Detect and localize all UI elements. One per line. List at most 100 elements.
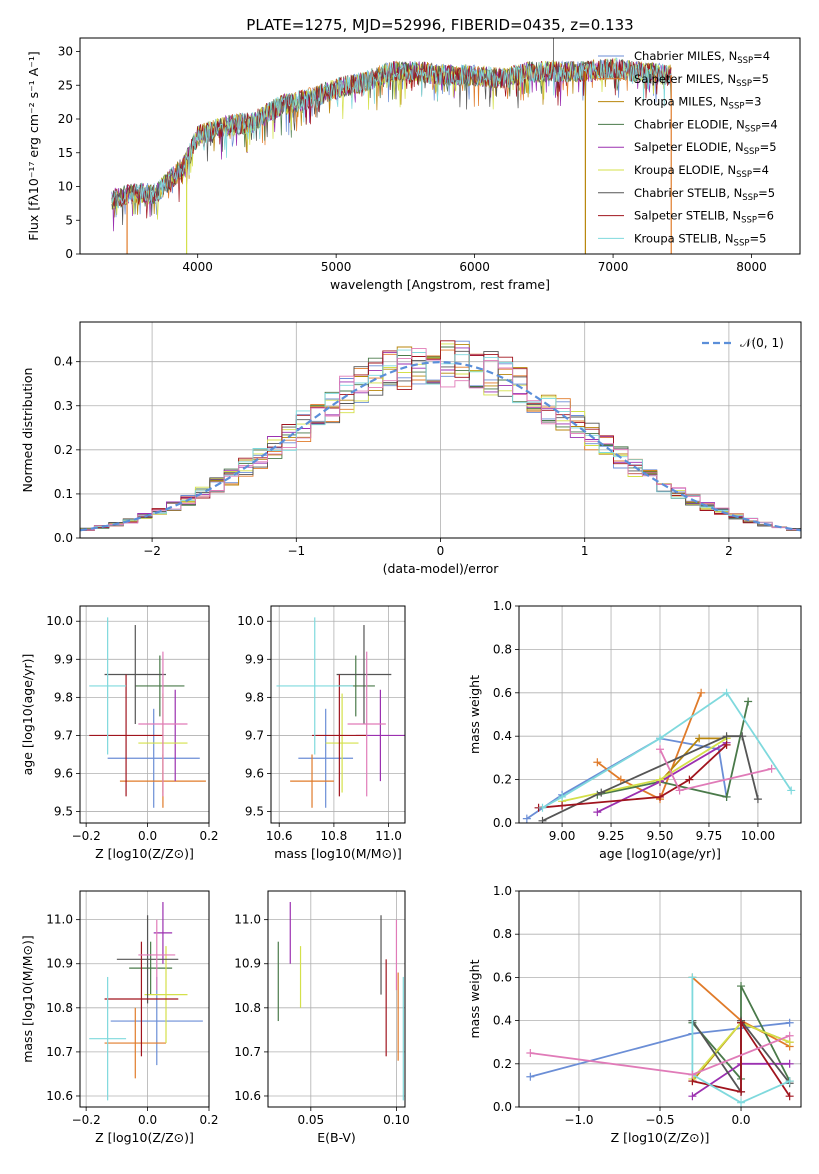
weight-line (691, 977, 791, 1104)
panel-mass-vs-Z: −0.2 0.0 0.2 10.6 10.7 10.8 10.9 11.0 Z [log10(Z… (20, 890, 219, 1145)
x-tick-label: 0.05 (297, 1113, 324, 1127)
legend-entry: Kroupa MILES, NSSP=3 (634, 95, 761, 112)
plot-area (89, 617, 206, 808)
weight-marker (787, 786, 796, 795)
panel-age-vs-mass: 10.6 10.8 11.0 9.5 9.6 9.7 9.8 9.9 10.0 mass [log… (237, 605, 406, 861)
weight-marker (737, 1087, 746, 1096)
weight-marker (744, 697, 753, 706)
y-tick-label: 10.9 (234, 957, 261, 971)
y-tick-label: 0.4 (493, 1014, 512, 1028)
weight-marker (722, 792, 731, 801)
x-tick-label: 7000 (598, 260, 629, 274)
panel-residuals: −2 −1 0 1 2 0.0 0.1 0.2 0.3 0.4 (data-model)/error… (20, 321, 802, 576)
y-tick-label: 1.0 (493, 599, 512, 613)
weight-marker (597, 788, 606, 797)
spectrum-line (111, 57, 672, 209)
x-tick-label: 5000 (321, 260, 352, 274)
weight-marker (656, 775, 664, 784)
x-tick-label: 9.00 (549, 829, 576, 843)
weight-marker (688, 973, 697, 982)
y-tick-label: 9.7 (54, 728, 73, 742)
x-tick-label: 6000 (459, 260, 490, 274)
weight-marker (688, 1070, 697, 1079)
y-tick-label: 0.2 (493, 773, 512, 787)
spectrum-line (111, 58, 672, 220)
weight-marker (722, 740, 731, 749)
panel-spectrum: 4000 5000 6000 7000 8000 0 5 10 15 20 25 30 waveleng… (26, 16, 801, 292)
axes-frame (267, 890, 406, 1108)
chart-title: PLATE=1275, MJD=52996, FIBERID=0435, z=0… (246, 16, 633, 34)
y-tick-label: 9.8 (245, 690, 264, 704)
residual-histogram (80, 340, 801, 531)
weight-line (596, 692, 702, 801)
weight-marker (737, 1018, 746, 1027)
weight-marker (738, 732, 747, 741)
weight-marker (593, 758, 602, 767)
weight-marker (722, 688, 731, 697)
gridlines (271, 606, 405, 823)
legend-entry: Chabrier MILES, NSSP=4 (634, 49, 770, 66)
y-axis-label: mass weight (467, 959, 482, 1038)
y-tick-label: 10.7 (46, 1045, 73, 1059)
legend-entry: Kroupa STELIB, NSSP=5 (634, 231, 766, 248)
panel-mass-vs-EBV: 0.05 0.10 10.6 10.7 10.8 10.9 11.0 E(B-V) (234, 890, 410, 1145)
y-tick-label: 0.6 (493, 970, 512, 984)
x-axis-label: mass [log10(M/M⊙)] (274, 846, 402, 861)
weight-marker (656, 745, 664, 754)
plot-area (276, 617, 405, 808)
axes-frame (79, 605, 210, 824)
y-tick-label: 0.3 (54, 399, 73, 413)
weight-line (692, 1019, 791, 1097)
axes-frame (79, 890, 210, 1108)
x-axis-label: (data-model)/error (383, 561, 500, 576)
y-tick-label: 0.4 (54, 355, 73, 369)
axes-frame (79, 321, 802, 539)
panel-weight-vs-Z: −1.0 −0.5 0.0 0.0 0.2 0.4 0.6 0.8 1.0 Z [log10(Z/… (467, 884, 802, 1145)
x-tick-label: 8000 (736, 260, 767, 274)
plot-area (526, 973, 794, 1107)
y-tick-label: 0.4 (493, 729, 512, 743)
weight-marker (685, 775, 694, 784)
x-tick-label: 10.8 (321, 829, 348, 843)
weight-marker (538, 816, 547, 823)
axes-frame (79, 37, 801, 255)
x-axis-label: wavelength [Angstrom, rest frame] (330, 277, 550, 292)
x-tick-label: −0.2 (72, 1113, 101, 1127)
plot-area (80, 340, 801, 532)
gridlines (268, 891, 405, 1107)
weight-marker (526, 1049, 535, 1057)
gridlines (519, 890, 801, 1108)
legend-entry: Salpeter STELIB, NSSP=6 (634, 209, 774, 226)
y-tick-label: 25 (58, 78, 73, 92)
panel-weight-vs-age: 9.00 9.25 9.50 9.75 10.00 0.0 0.2 0.4 0.6 0.8 1.0 a… (467, 599, 802, 861)
y-tick-label: 30 (58, 45, 73, 59)
x-tick-label: −1 (287, 544, 305, 558)
x-axis-label: age [log10(age/yr)] (599, 846, 721, 861)
y-tick-label: 11.0 (234, 913, 261, 927)
weight-marker (722, 732, 731, 741)
y-tick-label: 0.2 (54, 443, 73, 457)
x-tick-label: 0 (437, 544, 445, 558)
axes-frame (270, 605, 406, 824)
y-axis-label: Normed distribution (20, 368, 35, 493)
weight-marker (538, 803, 547, 812)
panel-age-vs-Z: −0.2 0.0 0.2 9.5 9.6 9.7 9.8 9.9 10.0 Z [log10(Z/… (20, 605, 219, 861)
x-tick-label: 0.2 (199, 1113, 218, 1127)
plot-area (277, 902, 404, 1101)
weight-marker (737, 982, 746, 991)
weight-marker (785, 1059, 794, 1068)
x-tick-label: 2 (725, 544, 733, 558)
y-tick-label: 0 (65, 247, 73, 261)
x-tick-label: −1.0 (564, 1113, 593, 1127)
spectrum-line (111, 60, 672, 218)
gridlines (519, 605, 801, 824)
x-axis-label: Z [log10(Z/Z⊙)] (95, 846, 194, 861)
weight-marker (785, 1092, 794, 1101)
axes-frame (518, 605, 802, 824)
x-tick-label: 0.10 (383, 1113, 410, 1127)
y-tick-label: 10 (58, 180, 73, 194)
y-axis-label: Flux [fλ10⁻¹⁷ erg cm⁻² s⁻¹ A⁻¹] (26, 51, 41, 240)
y-tick-label: 10.6 (234, 1089, 261, 1103)
x-tick-label: 0.0 (731, 1113, 750, 1127)
